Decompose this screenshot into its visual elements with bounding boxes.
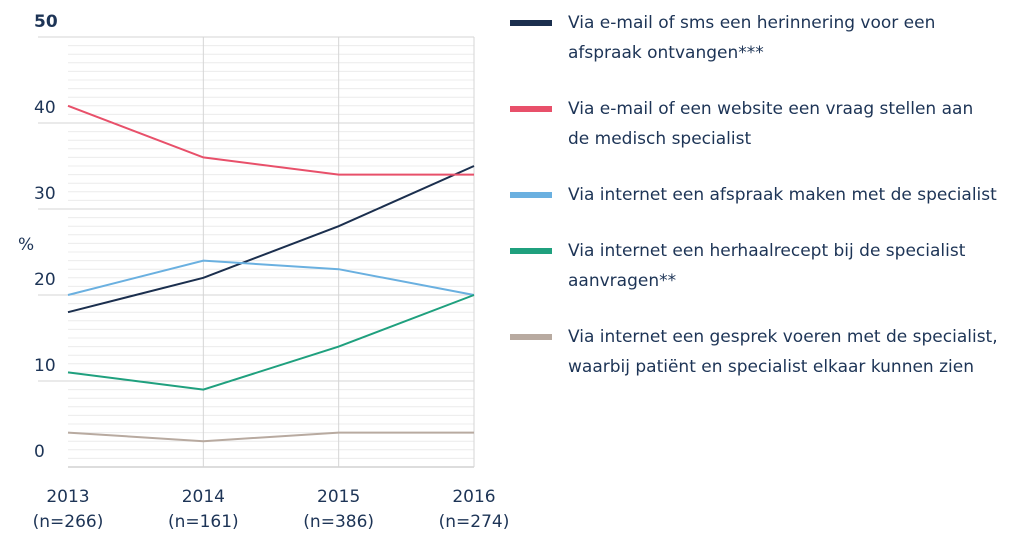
x-tick-note: (n=386)	[303, 512, 374, 532]
x-tick-note: (n=274)	[439, 512, 510, 532]
legend-label: Via e-mail of een website een vraag stel…	[568, 99, 974, 149]
y-tick-label: 40	[34, 98, 56, 118]
legend-label: Via internet een gesprek voeren met de s…	[568, 327, 998, 377]
y-axis-label: %	[18, 235, 34, 255]
legend-item: Via internet een afspraak maken met de s…	[510, 180, 1000, 210]
x-tick-label: 2016	[452, 487, 495, 507]
legend-label: Via e-mail of sms een herinnering voor e…	[568, 13, 936, 63]
legend-swatch	[510, 192, 552, 198]
x-tick-note: (n=161)	[168, 512, 239, 532]
legend-swatch	[510, 248, 552, 254]
legend-swatch	[510, 334, 552, 340]
legend-label: Via internet een herhaalrecept bij de sp…	[568, 241, 966, 291]
x-tick-note: (n=266)	[33, 512, 104, 532]
line	[67, 294, 475, 391]
legend-label: Via internet een afspraak maken met de s…	[568, 185, 997, 205]
y-tick-label: 10	[34, 356, 56, 376]
y-tick-label: 30	[34, 184, 56, 204]
x-tick-label: 2014	[182, 487, 225, 507]
legend-item: Via internet een herhaalrecept bij de sp…	[510, 236, 1000, 296]
legend-item: Via e-mail of een website een vraag stel…	[510, 94, 1000, 154]
legend-swatch	[510, 106, 552, 112]
line	[67, 259, 475, 296]
line	[67, 165, 475, 314]
x-tick-label: 2013	[46, 487, 89, 507]
legend-item: Via e-mail of sms een herinnering voor e…	[510, 8, 1000, 68]
legend: Via e-mail of sms een herinnering voor e…	[510, 8, 1000, 408]
legend-swatch	[510, 20, 552, 26]
x-tick-label: 2015	[317, 487, 360, 507]
line	[67, 104, 474, 176]
line	[67, 431, 474, 443]
y-tick-label: 20	[34, 270, 56, 290]
y-tick-label: 0	[34, 442, 45, 462]
y-tick-label: 50	[34, 12, 58, 32]
legend-item: Via internet een gesprek voeren met de s…	[510, 322, 1000, 382]
